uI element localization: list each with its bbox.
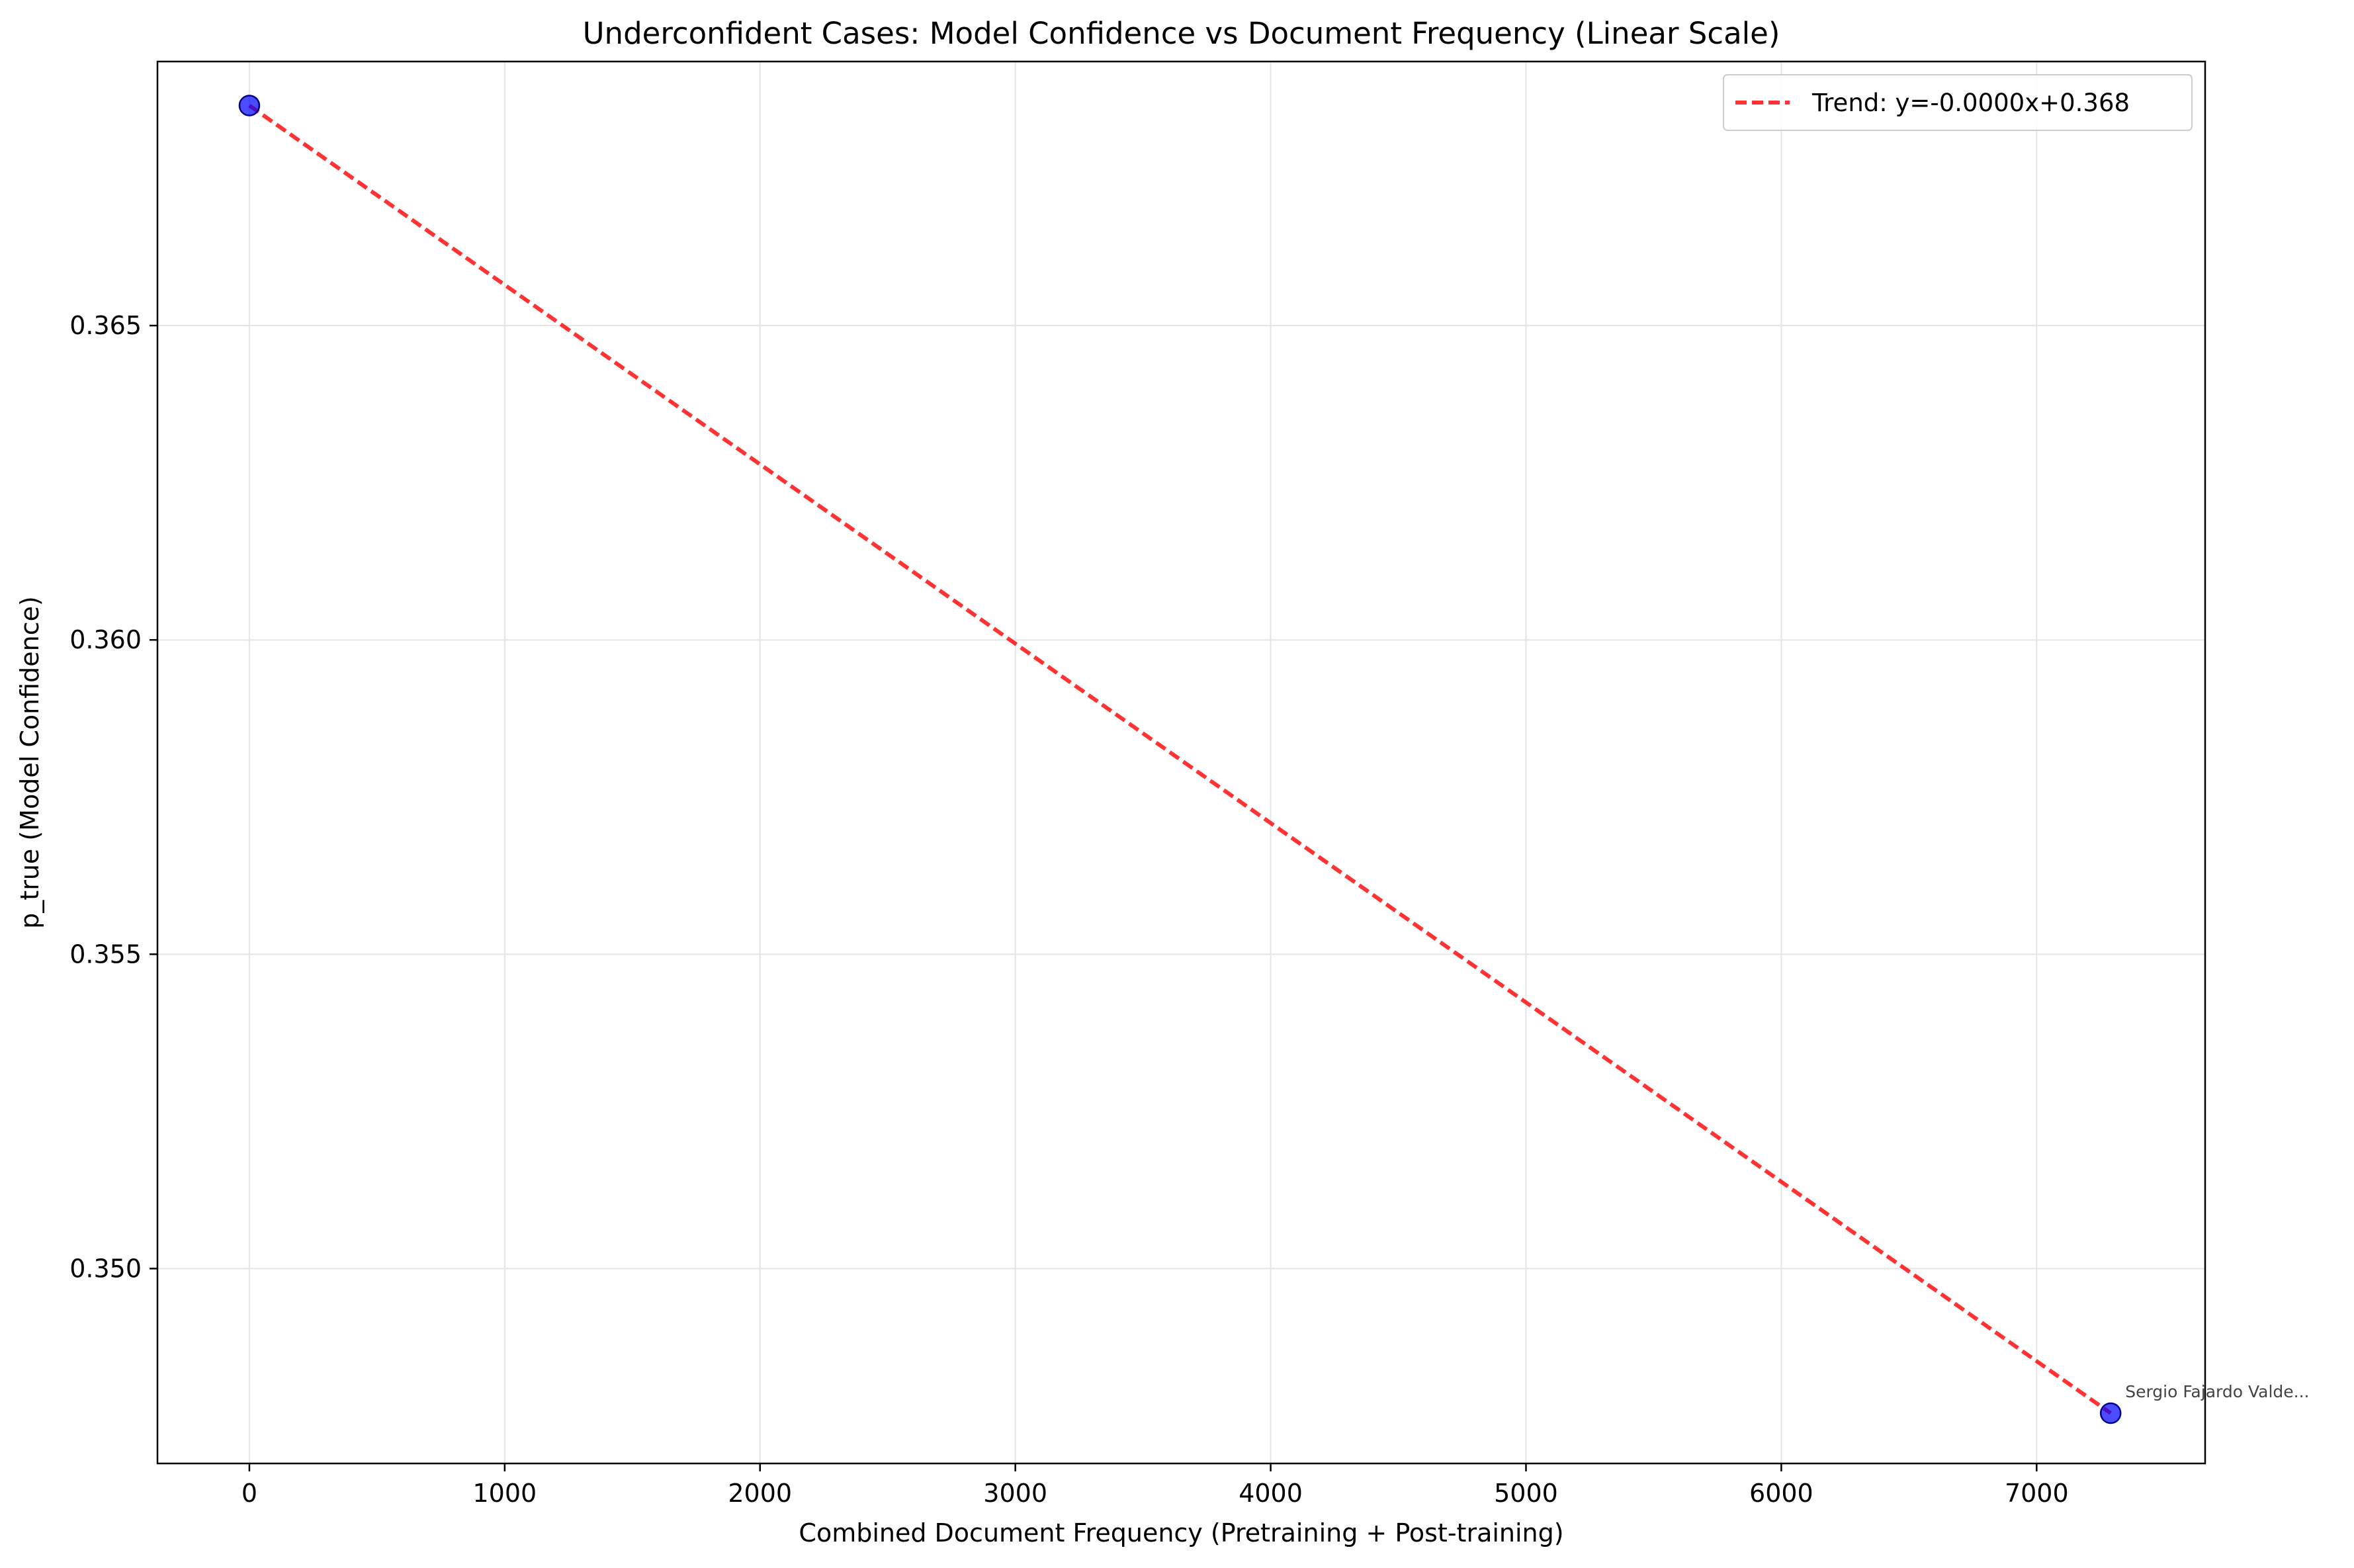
x-tick-label: 1000 (472, 1479, 537, 1508)
legend-box (1723, 74, 2193, 131)
y-tick-label: 0.365 (69, 311, 142, 340)
x-axis-label: Combined Document Frequency (Pretraining… (799, 1518, 1563, 1547)
y-tick-label: 0.360 (69, 625, 142, 654)
plot-data: Sergio Fajardo Valde... (238, 95, 2310, 1424)
data-point (238, 95, 261, 116)
axis-ticks: 0 1000 2000 3000 4000 5000 6000 7000 0.350 0.355 0… (69, 311, 2068, 1508)
point-annotation: Sergio Fajardo Valde... (2125, 1382, 2309, 1401)
data-point (2099, 1402, 2122, 1424)
legend: Trend: y=-0.0000x+0.368 (1723, 74, 2193, 131)
y-axis-label: p_true (Model Confidence) (15, 596, 44, 929)
x-tick-label: 7000 (2005, 1479, 2069, 1508)
y-tick-label: 0.350 (69, 1254, 142, 1283)
trend-line (248, 104, 2112, 1415)
plot-frame (156, 60, 2206, 1465)
x-tick-label: 5000 (1494, 1479, 1558, 1508)
y-tick-label: 0.355 (69, 939, 142, 969)
x-tick-label: 3000 (983, 1479, 1047, 1508)
x-tick-label: 4000 (1239, 1479, 1303, 1508)
chart-title: Underconfident Cases: Model Confidence v… (583, 16, 1780, 51)
grid (157, 62, 2205, 1463)
x-tick-label: 6000 (1749, 1479, 1813, 1508)
x-tick-label: 0 (241, 1479, 257, 1508)
legend-trend-label: Trend: y=-0.0000x+0.368 (1811, 89, 2130, 117)
x-tick-label: 2000 (728, 1479, 792, 1508)
